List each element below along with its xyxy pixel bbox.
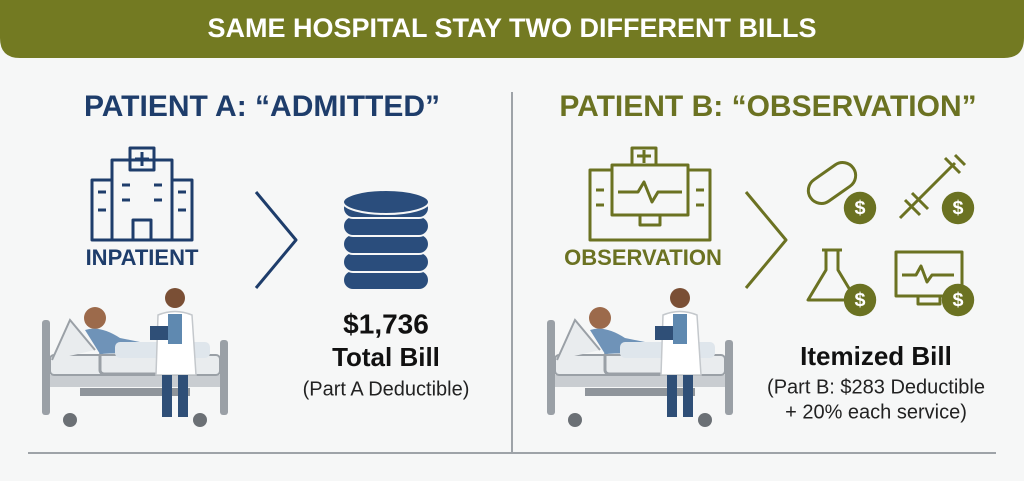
care-label: INPATIENT bbox=[86, 245, 199, 270]
panel-title: PATIENT B: “OBSERVATION” bbox=[559, 90, 976, 123]
care-label: OBSERVATION bbox=[564, 245, 722, 270]
cost-coin bbox=[941, 191, 975, 225]
panel-title: PATIENT A: “ADMITTED” bbox=[84, 90, 440, 123]
cost-coin bbox=[941, 283, 975, 317]
bill-title: Total Bill bbox=[332, 342, 440, 372]
arrow bbox=[254, 191, 298, 289]
cost-coin bbox=[843, 191, 877, 225]
hospital-icon bbox=[90, 146, 194, 242]
observation-icon bbox=[588, 146, 712, 242]
patient-bed-scene bbox=[40, 286, 230, 429]
bill-note: (Part B: $283 Deductible bbox=[767, 376, 985, 398]
cost-coin bbox=[843, 283, 877, 317]
bill-note: + 20% each service) bbox=[785, 401, 967, 423]
patient-bed-scene bbox=[545, 286, 735, 429]
service-icons bbox=[806, 153, 967, 306]
arrow bbox=[744, 191, 788, 289]
header-title: SAME HOSPITAL STAY TWO DIFFERENT BILLS bbox=[207, 13, 816, 43]
bill-note: (Part A Deductible) bbox=[303, 378, 470, 400]
coin-stack bbox=[342, 189, 430, 291]
bill-amount: $1,736 bbox=[343, 308, 429, 339]
bill-title: Itemized Bill bbox=[800, 341, 952, 371]
header-bar bbox=[0, 0, 1024, 58]
